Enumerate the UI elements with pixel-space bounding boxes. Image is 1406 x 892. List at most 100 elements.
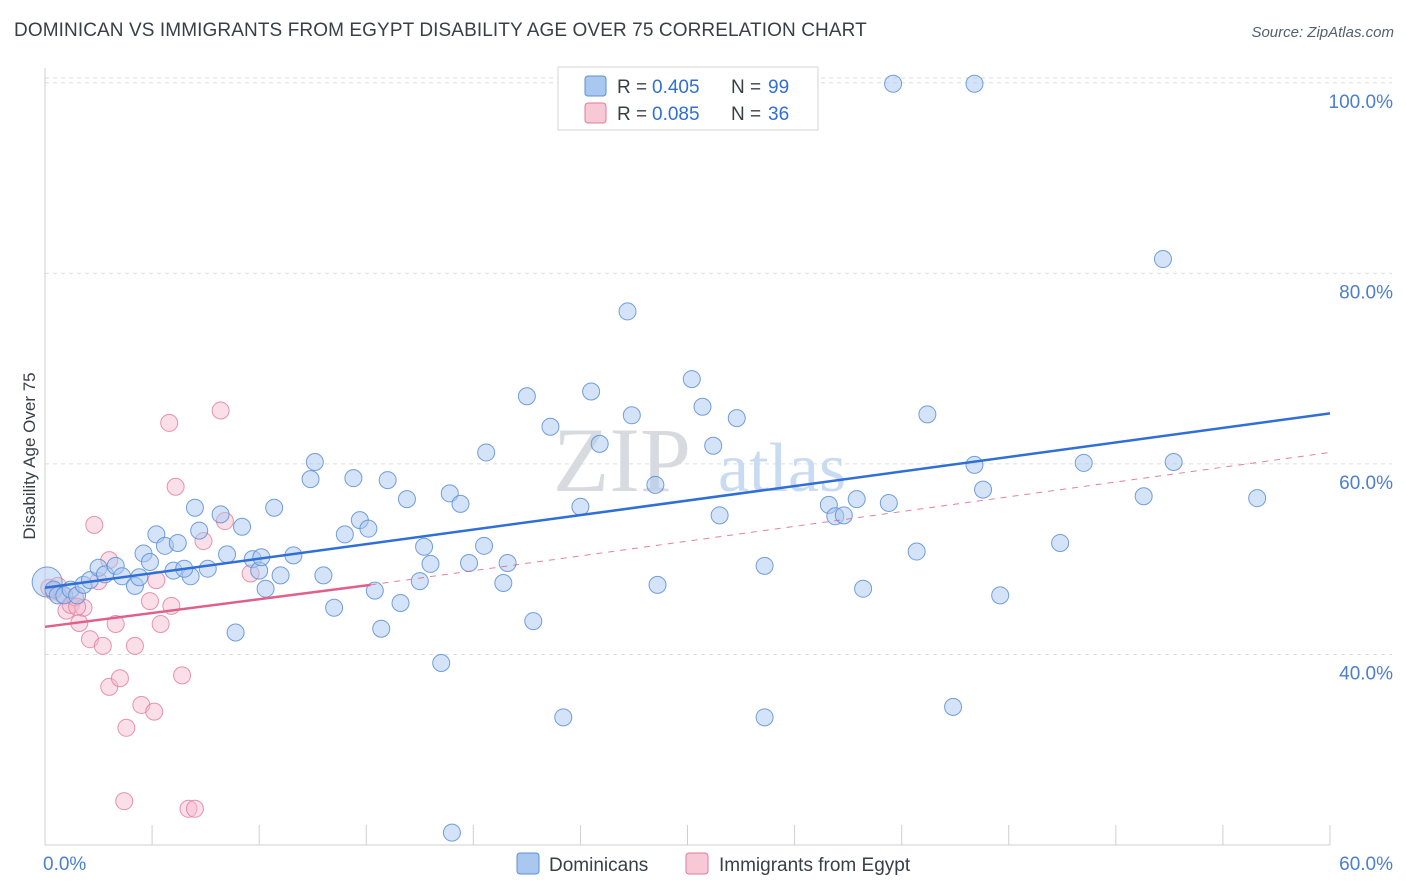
chart-title: DOMINICAN VS IMMIGRANTS FROM EGYPT DISAB… [14,20,867,41]
bottom-legend-swatch-egypt [685,852,709,875]
dominican-point-33 [271,566,290,585]
watermark-atlas: atlas [718,430,846,507]
dominican-point-91 [1074,453,1093,472]
dominican-point-85 [918,405,937,424]
dominican-point-22 [185,498,204,517]
y-axis-label: Disability Age Over 75 [20,372,39,539]
y-tick-label-80: 80.0% [1339,282,1393,303]
dominican-point-64 [571,497,590,516]
dominican-point-56 [477,443,496,462]
egypt-point-22 [145,702,164,721]
legend-swatch-dominicans [584,75,607,97]
source-label: Source: ZipAtlas.com [1251,24,1394,41]
egypt-trend-extension [370,451,1331,586]
y-tick-label-100: 100.0% [1329,92,1394,113]
dominican-point-72 [693,397,712,416]
dominican-point-74 [710,506,729,525]
dominican-point-81 [854,579,873,598]
x-tick-label-max: 60.0% [1339,854,1393,875]
dominican-point-68 [622,406,641,425]
dominican-point-31 [256,579,275,598]
dominican-point-45 [378,471,397,490]
egypt-point-12 [93,636,112,655]
dominican-point-23 [190,521,209,540]
dominican-point-25 [211,505,230,524]
dominican-point-19 [168,533,187,552]
bottom-legend-dominicans: Dominicans [549,855,648,876]
dominican-point-35 [301,470,320,489]
watermark: ZIP atlas [553,409,846,511]
dominican-point-37 [314,566,333,585]
legend-swatch-egypt [584,102,607,124]
legend-n-key-2: N = [731,104,761,125]
dominican-point-62 [541,417,560,436]
dominican-point-26 [218,545,237,564]
dominican-point-58 [494,573,513,592]
dominican-point-75 [727,409,746,428]
dominican-point-13 [130,568,149,587]
egypt-point-17 [115,792,134,811]
dominican-point-93 [1153,250,1172,269]
y-tick-label-60: 60.0% [1339,473,1393,494]
egypt-point-18 [117,718,136,737]
dominican-point-66 [590,434,609,453]
dominican-point-90 [1051,533,1070,552]
dominican-point-87 [965,455,984,474]
dominican-point-84 [907,542,926,561]
egypt-point-24 [151,614,170,633]
dominican-point-54 [451,494,470,513]
dominican-point-27 [226,623,245,642]
y-tick-label-40: 40.0% [1339,663,1393,684]
egypt-point-29 [179,799,198,818]
dominican-points [31,74,1267,842]
correlation-legend: R = 0.405 N = 99 R = 0.085 N = 36 [557,66,819,131]
dominican-point-36 [305,452,324,471]
x-tick-label-min: 0.0% [43,854,86,875]
egypt-point-16 [110,669,129,688]
dominican-point-67 [618,302,637,321]
dominican-point-53 [442,823,461,842]
dominican-point-86 [944,697,963,716]
egypt-point-15 [106,614,125,633]
legend-r-value-2: 0.085 [652,104,700,125]
dominican-point-97 [847,490,866,509]
bottom-legend-egypt: Immigrants from Egypt [719,855,911,876]
bottom-legend-swatch-dominicans [516,852,540,875]
egypt-point-27 [166,477,185,496]
dominican-point-69 [646,475,665,494]
dominican-point-51 [432,654,451,673]
egypt-point-25 [160,413,179,432]
dominican-point-44 [372,619,391,638]
egypt-point-10 [85,515,104,534]
dominican-point-55 [460,553,479,572]
dominican-point-96 [965,74,984,93]
egypt-point-32 [211,401,230,420]
dominican-point-95 [1248,489,1267,508]
legend-n-value-2: 36 [768,104,789,125]
dominican-point-61 [524,612,543,631]
dominican-point-63 [554,708,573,727]
egypt-point-28 [173,666,192,685]
dominican-point-15 [140,553,159,572]
dominican-point-70 [648,575,667,594]
legend-r-key-2: R = [617,104,647,125]
trend-lines [44,412,1331,629]
dominican-trend-line [44,412,1331,589]
dominican-point-24 [198,559,217,578]
tick-labels: 40.0% 60.0% 80.0% 100.0% 0.0% 60.0% [43,92,1393,875]
legend-n-key-1: N = [731,77,761,98]
dominican-point-47 [397,490,416,509]
dominican-point-60 [517,387,536,406]
egypt-point-19 [125,636,144,655]
dominican-point-48 [410,572,429,591]
dominican-point-76 [755,556,774,575]
series-legend: Dominicans Immigrants from Egypt [516,852,911,876]
dominican-point-46 [391,593,410,612]
dominican-point-77 [755,708,774,727]
dominican-point-82 [879,493,898,512]
egypt-trend-line [44,583,371,629]
dominican-point-83 [884,74,903,93]
dominican-point-38 [325,598,344,617]
dominican-point-42 [359,519,378,538]
